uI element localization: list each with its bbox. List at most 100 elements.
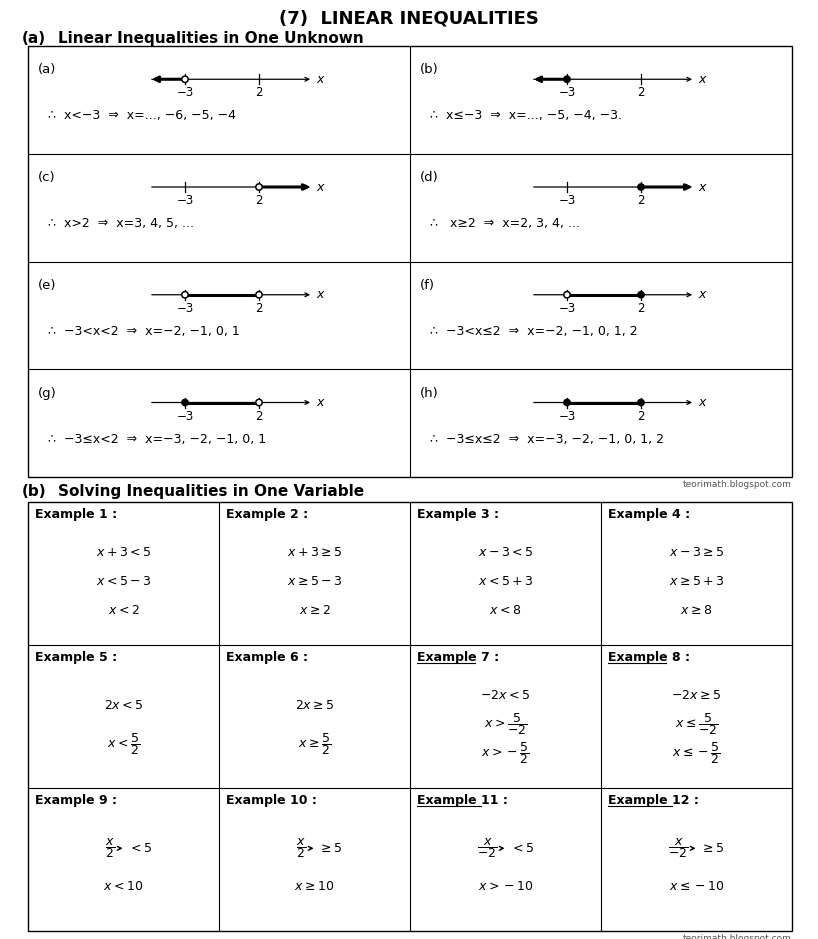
Text: −3: −3 <box>177 194 194 207</box>
Text: Example 8 :: Example 8 : <box>608 651 690 664</box>
Circle shape <box>182 399 188 406</box>
Text: $\dfrac{x}{-2}$: $\dfrac{x}{-2}$ <box>477 837 497 860</box>
Text: x: x <box>698 288 705 301</box>
Text: $x\geq5+3$: $x\geq5+3$ <box>669 575 724 588</box>
Text: Example 10 :: Example 10 : <box>226 794 317 807</box>
Text: −3: −3 <box>177 301 194 315</box>
Text: Example 3 :: Example 3 : <box>417 508 499 521</box>
Text: $x>-\dfrac{5}{2}$: $x>-\dfrac{5}{2}$ <box>481 740 530 766</box>
Text: Linear Inequalities in One Unknown: Linear Inequalities in One Unknown <box>58 31 364 46</box>
Circle shape <box>564 76 570 83</box>
Text: $x<10$: $x<10$ <box>103 880 144 893</box>
Text: 2: 2 <box>637 409 645 423</box>
Text: $\dfrac{x}{2}$: $\dfrac{x}{2}$ <box>296 837 307 860</box>
Text: Example 2 :: Example 2 : <box>226 508 308 521</box>
Text: 2: 2 <box>255 409 263 423</box>
Text: (h): (h) <box>420 387 438 399</box>
Text: (g): (g) <box>38 387 56 399</box>
Text: $x\geq5-3$: $x\geq5-3$ <box>287 575 342 588</box>
Text: $-2x\geq5$: $-2x\geq5$ <box>672 689 721 702</box>
Circle shape <box>256 184 263 191</box>
Text: $x+3\geq5$: $x+3\geq5$ <box>287 546 342 560</box>
Text: 2: 2 <box>255 194 263 207</box>
Text: (a): (a) <box>38 63 56 76</box>
Text: Example 5 :: Example 5 : <box>35 651 117 664</box>
Text: $-2x<5$: $-2x<5$ <box>480 689 531 702</box>
Text: 2: 2 <box>637 86 645 100</box>
Circle shape <box>256 291 263 298</box>
Bar <box>28 502 792 931</box>
Text: x: x <box>698 72 705 85</box>
Text: $x<5+3$: $x<5+3$ <box>478 575 533 588</box>
Text: ∴   x≥2  ⇒  x=2, 3, 4, ...: ∴ x≥2 ⇒ x=2, 3, 4, ... <box>430 217 580 230</box>
Text: $x\leq\dfrac{5}{-2}$: $x\leq\dfrac{5}{-2}$ <box>675 712 718 737</box>
Text: $2x\geq5$: $2x\geq5$ <box>294 699 335 712</box>
Text: $<5$: $<5$ <box>128 842 151 854</box>
Text: (b): (b) <box>22 484 47 499</box>
Circle shape <box>638 184 645 191</box>
Text: −3: −3 <box>559 194 576 207</box>
Circle shape <box>256 399 263 406</box>
Text: ∴  −3≤x<2  ⇒  x=−3, −2, −1, 0, 1: ∴ −3≤x<2 ⇒ x=−3, −2, −1, 0, 1 <box>48 433 266 445</box>
Text: $x\geq\dfrac{5}{2}$: $x\geq\dfrac{5}{2}$ <box>298 731 331 757</box>
Text: (a): (a) <box>22 31 46 46</box>
Text: Example 9 :: Example 9 : <box>35 794 117 807</box>
Text: Example 11 :: Example 11 : <box>417 794 508 807</box>
Text: $\dfrac{x}{2}$: $\dfrac{x}{2}$ <box>106 837 115 860</box>
Text: (7)  LINEAR INEQUALITIES: (7) LINEAR INEQUALITIES <box>279 9 539 27</box>
Text: $x<2$: $x<2$ <box>108 604 139 617</box>
Text: ∴  −3≤x≤2  ⇒  x=−3, −2, −1, 0, 1, 2: ∴ −3≤x≤2 ⇒ x=−3, −2, −1, 0, 1, 2 <box>430 433 664 445</box>
Text: $x<5-3$: $x<5-3$ <box>96 575 151 588</box>
Text: −3: −3 <box>177 86 194 100</box>
Text: x: x <box>698 396 705 409</box>
Text: ∴  −3<x≤2  ⇒  x=−2, −1, 0, 1, 2: ∴ −3<x≤2 ⇒ x=−2, −1, 0, 1, 2 <box>430 325 637 338</box>
Text: Solving Inequalities in One Variable: Solving Inequalities in One Variable <box>58 484 364 499</box>
Text: $x\leq-10$: $x\leq-10$ <box>669 880 724 893</box>
Text: $x<\dfrac{5}{2}$: $x<\dfrac{5}{2}$ <box>107 731 140 757</box>
Text: 2: 2 <box>255 301 263 315</box>
Circle shape <box>182 291 188 298</box>
Text: −3: −3 <box>177 409 194 423</box>
Text: −3: −3 <box>559 301 576 315</box>
Text: $\geq5$: $\geq5$ <box>700 842 725 854</box>
Text: Example 1 :: Example 1 : <box>35 508 117 521</box>
Text: ∴  x≤−3  ⇒  x=..., −5, −4, −3.: ∴ x≤−3 ⇒ x=..., −5, −4, −3. <box>430 109 622 122</box>
Text: 2: 2 <box>255 86 263 100</box>
Text: $x\geq2$: $x\geq2$ <box>299 604 330 617</box>
Text: x: x <box>316 180 323 193</box>
Text: −3: −3 <box>559 86 576 100</box>
Text: $x-3\geq5$: $x-3\geq5$ <box>669 546 724 560</box>
Text: (e): (e) <box>38 279 56 292</box>
Text: (c): (c) <box>38 171 56 184</box>
Text: x: x <box>316 72 323 85</box>
Text: ∴  x<−3  ⇒  x=..., −6, −5, −4: ∴ x<−3 ⇒ x=..., −6, −5, −4 <box>48 109 236 122</box>
Text: $x\leq-\dfrac{5}{2}$: $x\leq-\dfrac{5}{2}$ <box>672 740 721 766</box>
Text: $x\geq8$: $x\geq8$ <box>681 604 712 617</box>
Circle shape <box>564 291 570 298</box>
Text: $x-3<5$: $x-3<5$ <box>478 546 533 560</box>
Text: Example 7 :: Example 7 : <box>417 651 499 664</box>
Text: $x\geq10$: $x\geq10$ <box>294 880 335 893</box>
Circle shape <box>182 76 188 83</box>
Text: teorimath.blogspot.com: teorimath.blogspot.com <box>683 934 792 939</box>
Text: Example 6 :: Example 6 : <box>226 651 308 664</box>
Text: x: x <box>316 396 323 409</box>
Text: $\geq5$: $\geq5$ <box>318 842 343 854</box>
Text: $<5$: $<5$ <box>510 842 533 854</box>
Text: ∴  −3<x<2  ⇒  x=−2, −1, 0, 1: ∴ −3<x<2 ⇒ x=−2, −1, 0, 1 <box>48 325 240 338</box>
Circle shape <box>638 399 645 406</box>
Text: x: x <box>698 180 705 193</box>
Text: (d): (d) <box>420 171 438 184</box>
Text: Example 4 :: Example 4 : <box>608 508 690 521</box>
Text: Example 12 :: Example 12 : <box>608 794 699 807</box>
Text: (b): (b) <box>420 63 438 76</box>
Text: $x>\dfrac{5}{-2}$: $x>\dfrac{5}{-2}$ <box>483 712 528 737</box>
Text: ∴  x>2  ⇒  x=3, 4, 5, ...: ∴ x>2 ⇒ x=3, 4, 5, ... <box>48 217 194 230</box>
Text: −3: −3 <box>559 409 576 423</box>
Text: $x+3<5$: $x+3<5$ <box>96 546 151 560</box>
Text: (f): (f) <box>420 279 435 292</box>
Text: x: x <box>316 288 323 301</box>
Circle shape <box>638 291 645 298</box>
Text: 2: 2 <box>637 194 645 207</box>
Text: $x<8$: $x<8$ <box>489 604 522 617</box>
